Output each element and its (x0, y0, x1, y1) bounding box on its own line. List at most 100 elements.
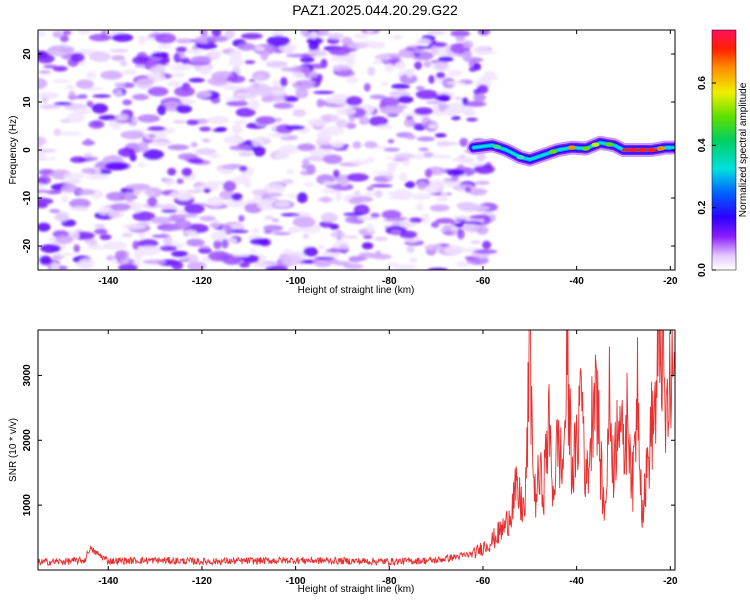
spectrogram-cell (390, 229, 402, 236)
spectrogram-cell (436, 71, 446, 79)
spectrogram-cell (366, 223, 375, 233)
spectrogram-cell (148, 134, 156, 138)
spectrogram-cell (88, 33, 112, 42)
spectrogram-cell (109, 48, 129, 53)
spectrogram-cell (142, 259, 167, 265)
snr-plot-area (38, 330, 675, 570)
spectrogram-cell (245, 199, 257, 204)
spectrogram-cell (75, 79, 94, 89)
spectrogram-cell (118, 263, 138, 270)
spectrogram-cell (174, 219, 192, 230)
spectrogram-cell (271, 218, 280, 223)
spectrogram-cell (122, 223, 146, 230)
spectrogram-cell (244, 60, 256, 64)
spectrogram-cell (454, 222, 464, 228)
spectrogram-cell (444, 245, 465, 255)
spectrogram-cell (318, 30, 329, 36)
spectrogram-cell (421, 213, 430, 224)
spectrogram-cell (409, 257, 418, 264)
spectrogram-cell (386, 173, 394, 180)
spectrogram-cell (370, 212, 380, 218)
spectrogram-cell (418, 147, 429, 152)
spectrogram-cell (434, 133, 447, 138)
spectrogram-cell (428, 75, 435, 84)
spectrogram-cell (175, 213, 199, 218)
spectrogram-cell (274, 151, 291, 159)
spectrogram-cell (169, 64, 193, 71)
spectrogram-cell (387, 162, 399, 168)
signal-hotspot (516, 155, 525, 160)
spectrogram-cell (120, 130, 145, 140)
spectrogram-cell (144, 190, 155, 196)
spectrogram-cell (335, 107, 357, 116)
spectrogram-cell (186, 238, 205, 247)
spectrogram-cell (38, 189, 51, 194)
spectrogram-cell (346, 75, 358, 84)
spectrogram-cell (253, 193, 262, 203)
spectrogram-cell (61, 183, 78, 193)
spectrogram-y-axis: -20 -10 0 10 20 (22, 48, 675, 253)
spectrogram-cell (470, 240, 481, 245)
spectrogram-cell (343, 212, 364, 217)
spectrogram-cell (369, 94, 387, 100)
spectrogram-cell (226, 75, 246, 83)
spectrogram-cell (122, 69, 137, 75)
spectrogram-cell (65, 84, 75, 90)
spectrogram-cell (403, 118, 416, 128)
spectrogram-cell (474, 180, 490, 185)
spectrogram-cell (399, 74, 418, 84)
spectrogram-cell (77, 30, 90, 35)
spectrogram-cell (457, 228, 465, 240)
spectrogram-cell (415, 38, 432, 45)
spectrogram-cell (115, 113, 130, 122)
snr-x-tick-label: -20 (663, 576, 678, 587)
snr-x-tick-label: -140 (98, 576, 118, 587)
spectrogram-cell (263, 224, 284, 232)
spectrogram-cell (405, 134, 416, 140)
spectrogram-cell (85, 156, 99, 161)
spectrogram-cell (98, 114, 120, 121)
spectrogram-cell (66, 112, 85, 123)
spectrogram-cell (223, 135, 245, 145)
spectrogram-cell (282, 95, 299, 102)
spectrogram-cell (224, 30, 235, 39)
spectrogram-cell (399, 230, 418, 239)
spectrogram-cell (364, 141, 378, 149)
spectrogram-cell (319, 221, 334, 228)
snr-x-tick-label: -60 (476, 576, 491, 587)
spectrogram-x-axis: -140 -120 -100 -80 -60 -40 -20 (98, 30, 678, 287)
spectrogram-cell (50, 262, 60, 270)
spectrogram-cell (150, 216, 173, 225)
colorbar-gradient (711, 29, 737, 271)
spectrogram-cell (205, 35, 229, 43)
spectrogram-cell (38, 153, 46, 157)
spectrogram-cell (104, 241, 128, 250)
spectrogram-cell (67, 95, 88, 100)
spectrogram-cell (436, 141, 460, 146)
spectrogram-cell (74, 107, 92, 115)
spectrogram-cell (178, 52, 186, 59)
spectrogram-cell (345, 96, 363, 106)
spectrogram-cell (306, 164, 316, 175)
snr-panel: -140 -120 -100 -80 -60 -40 -20 1000 2000 3000 He… (8, 329, 678, 595)
spectrogram-cell (253, 145, 266, 157)
spectrogram-cell (255, 116, 276, 125)
spectrogram-cell (444, 107, 460, 115)
spectrogram-cell (199, 215, 216, 222)
spectrogram-cell (423, 60, 432, 68)
spectrogram-cell (335, 191, 342, 202)
colorbar-tick-label: 0.6 (697, 76, 708, 90)
spectrogram-cell (175, 38, 193, 44)
spectrogram-cell (282, 249, 294, 255)
snr-x-tick-label: -100 (286, 576, 306, 587)
spectrogram-cell (365, 30, 375, 33)
spectrogram-cell (466, 117, 478, 122)
spectrogram-cell (464, 186, 472, 193)
spectrogram-cell (381, 209, 402, 220)
spectrogram-cell (149, 65, 166, 75)
spectrogram-cell (466, 100, 487, 108)
spectrogram-cell (243, 177, 252, 189)
spectrogram-cell (228, 56, 244, 68)
spectrogram-cell (203, 188, 211, 193)
